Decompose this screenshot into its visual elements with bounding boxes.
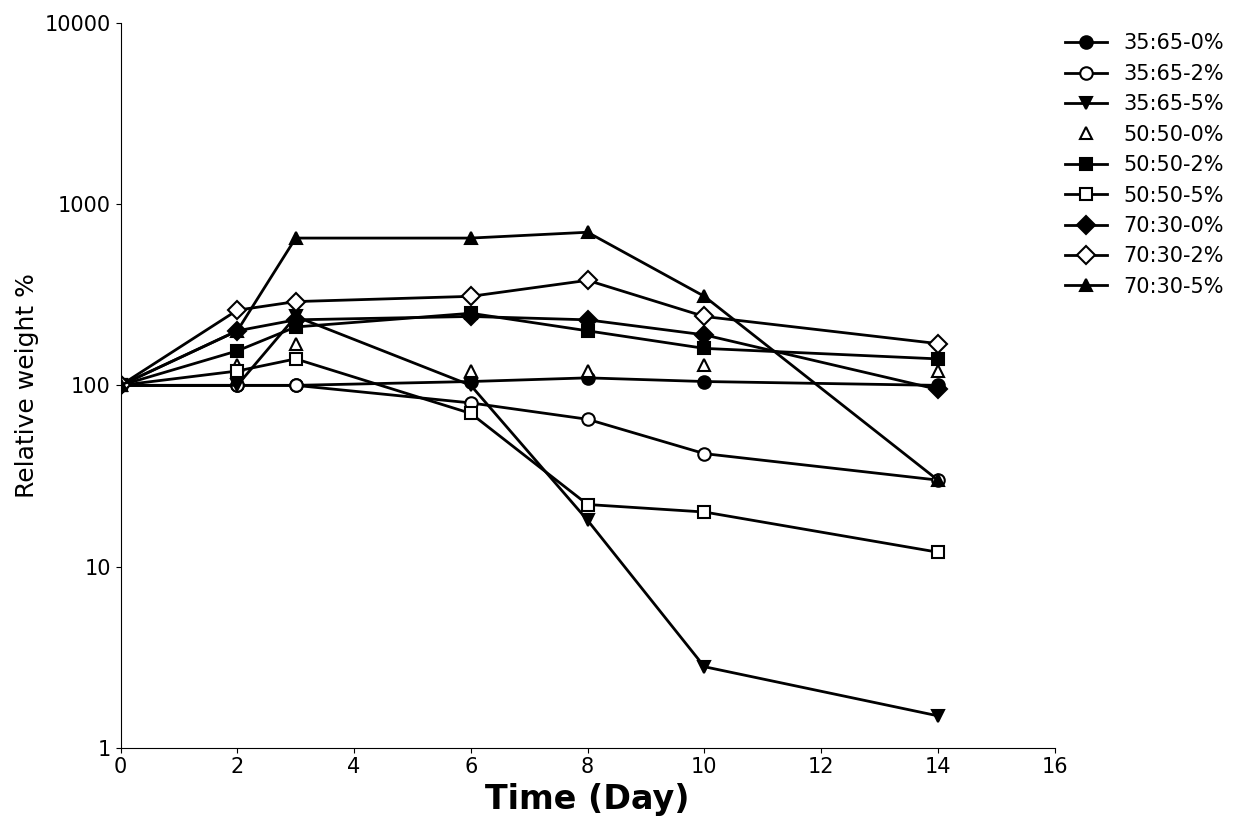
- 70:30-5%: [696, 292, 711, 302]
- Line: 50:50-0%: 50:50-0%: [114, 337, 944, 391]
- 35:65-2%: [580, 415, 595, 425]
- 70:30-0%: [580, 315, 595, 325]
- Line: 50:50-2%: 50:50-2%: [114, 307, 944, 391]
- 70:30-2%: [580, 275, 595, 285]
- 70:30-5%: [463, 233, 478, 243]
- 70:30-2%: [230, 305, 245, 315]
- 70:30-5%: [230, 326, 245, 336]
- Line: 35:65-2%: 35:65-2%: [114, 379, 944, 486]
- 50:50-5%: [230, 366, 245, 376]
- 50:50-5%: [289, 354, 304, 364]
- 70:30-2%: [289, 297, 304, 307]
- Line: 70:30-5%: 70:30-5%: [114, 226, 944, 486]
- 35:65-5%: [463, 381, 478, 391]
- 35:65-5%: [696, 661, 711, 671]
- 70:30-5%: [113, 381, 128, 391]
- Line: 35:65-5%: 35:65-5%: [114, 310, 944, 722]
- Line: 50:50-5%: 50:50-5%: [114, 352, 944, 558]
- 35:65-0%: [230, 381, 245, 391]
- 35:65-2%: [289, 381, 304, 391]
- 70:30-5%: [289, 233, 304, 243]
- 50:50-2%: [696, 343, 711, 353]
- 70:30-0%: [113, 381, 128, 391]
- 35:65-0%: [113, 381, 128, 391]
- 70:30-5%: [930, 475, 945, 485]
- 50:50-5%: [113, 381, 128, 391]
- Legend: 35:65-0%, 35:65-2%, 35:65-5%, 50:50-0%, 50:50-2%, 50:50-5%, 70:30-0%, 70:30-2%, : 35:65-0%, 35:65-2%, 35:65-5%, 50:50-0%, …: [1066, 33, 1224, 297]
- 35:65-5%: [289, 312, 304, 322]
- 70:30-0%: [696, 330, 711, 340]
- 70:30-2%: [113, 381, 128, 391]
- 35:65-5%: [113, 381, 128, 391]
- 35:65-5%: [230, 381, 245, 391]
- 35:65-0%: [289, 381, 304, 391]
- 50:50-0%: [463, 366, 478, 376]
- 35:65-2%: [113, 381, 128, 391]
- 70:30-2%: [696, 312, 711, 322]
- 35:65-0%: [696, 376, 711, 386]
- 70:30-0%: [930, 385, 945, 395]
- 50:50-0%: [930, 366, 945, 376]
- 50:50-2%: [580, 326, 595, 336]
- 50:50-2%: [930, 354, 945, 364]
- 70:30-2%: [463, 292, 478, 302]
- 35:65-2%: [463, 398, 478, 408]
- 70:30-5%: [580, 227, 595, 237]
- 50:50-2%: [113, 381, 128, 391]
- 50:50-2%: [289, 322, 304, 332]
- 50:50-2%: [230, 346, 245, 356]
- 50:50-5%: [463, 409, 478, 419]
- 50:50-5%: [930, 547, 945, 557]
- 50:50-0%: [230, 360, 245, 370]
- 35:65-5%: [580, 515, 595, 525]
- 35:65-2%: [930, 475, 945, 485]
- 70:30-0%: [289, 315, 304, 325]
- 35:65-2%: [230, 381, 245, 391]
- 50:50-2%: [463, 308, 478, 318]
- 70:30-0%: [463, 312, 478, 322]
- 35:65-0%: [930, 381, 945, 391]
- 35:65-2%: [696, 449, 711, 459]
- 50:50-0%: [113, 381, 128, 391]
- 50:50-5%: [580, 499, 595, 509]
- Line: 35:65-0%: 35:65-0%: [114, 371, 944, 391]
- 50:50-0%: [696, 360, 711, 370]
- 70:30-2%: [930, 338, 945, 348]
- 50:50-5%: [696, 507, 711, 517]
- 35:65-0%: [463, 376, 478, 386]
- Y-axis label: Relative weight %: Relative weight %: [15, 273, 38, 498]
- 35:65-5%: [930, 711, 945, 720]
- Line: 70:30-2%: 70:30-2%: [114, 274, 944, 391]
- 50:50-0%: [289, 338, 304, 348]
- Line: 70:30-0%: 70:30-0%: [114, 310, 944, 396]
- 70:30-0%: [230, 326, 245, 336]
- 35:65-0%: [580, 373, 595, 383]
- 50:50-0%: [580, 366, 595, 376]
- X-axis label: Time (Day): Time (Day): [486, 783, 690, 816]
